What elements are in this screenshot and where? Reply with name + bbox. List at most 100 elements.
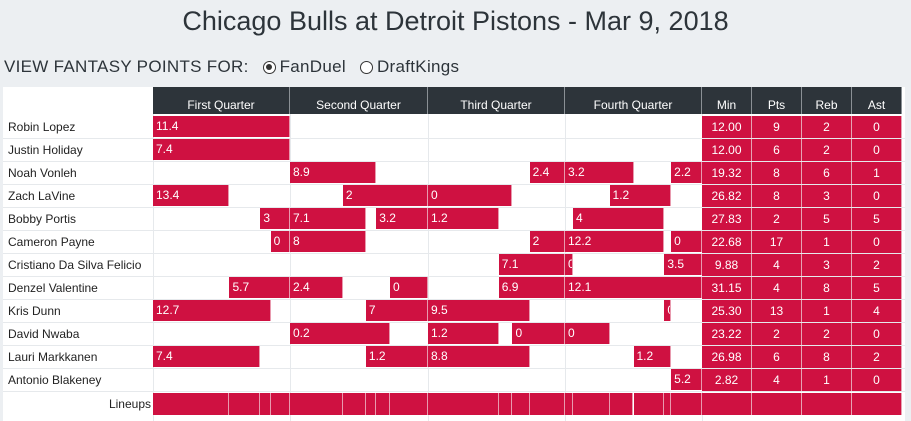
stat-cell: 1 [802,300,852,322]
stat-cell: 6 [752,139,802,161]
lineup-segment[interactable] [609,393,634,415]
player-name: David Nwaba [8,327,80,341]
stint-bar[interactable]: 1.2 [365,346,428,367]
stat-cell: 0 [852,139,902,161]
stint-bar[interactable]: 7.1 [290,208,366,229]
stint-bar[interactable]: 7.1 [498,254,565,275]
lineup-segment[interactable] [270,393,290,415]
stint-bar[interactable]: 12.2 [565,231,665,252]
lineup-segment[interactable] [342,393,366,415]
stat-header[interactable]: Reb [802,87,852,114]
stint-bar[interactable]: 3.5 [664,254,702,275]
radio-fanduel[interactable]: FanDuel [262,57,346,77]
stat-cell: 0 [852,369,902,391]
lineup-segment[interactable] [229,393,261,415]
stint-bar[interactable]: 3.2 [376,208,428,229]
stint-bar[interactable]: 0 [390,277,428,298]
stat-cell: 5 [802,208,852,230]
stint-bar[interactable]: 2 [529,231,565,252]
stat-cell: 2 [852,254,902,276]
stint-bar[interactable]: 2.2 [671,162,702,183]
player-name: Bobby Portis [8,212,77,226]
player-name: Cristiano Da Silva Felicio [8,258,142,272]
stint-bar[interactable]: 7 [365,300,428,321]
lineup-segment[interactable] [671,393,702,415]
stat-header[interactable]: Min [702,87,752,114]
lineup-segment[interactable] [428,393,499,415]
lineup-segment[interactable] [260,393,271,415]
lineup-segment[interactable] [664,393,672,415]
lineup-stat-cell [702,393,752,415]
stint-bar[interactable]: 1.2 [428,323,499,344]
row-divider [3,138,905,139]
stat-cell: 1 [802,231,852,253]
stint-bar[interactable]: 0.2 [290,323,391,344]
stat-cell: 6 [802,162,852,184]
radio-unselected-icon [359,60,373,74]
stat-cell: 12.00 [702,139,752,161]
stint-bar[interactable]: 5.2 [671,369,702,390]
stat-cell: 6 [752,346,802,368]
stint-bar[interactable]: 0 [565,254,573,275]
quarter-header: Third Quarter [428,87,565,114]
stint-bar[interactable]: 0 [671,231,702,252]
stint-bar[interactable]: 2.4 [529,162,565,183]
row-divider [3,276,905,277]
stint-bar[interactable]: 8 [290,231,366,252]
page-title: Chicago Bulls at Detroit Pistons - Mar 9… [182,6,729,36]
lineup-segment[interactable] [365,393,377,415]
stat-cell: 3 [802,185,852,207]
stat-cell: 1 [802,369,852,391]
stint-bar[interactable]: 2.4 [290,277,343,298]
stat-cell: 23.22 [702,323,752,345]
lineup-segment[interactable] [565,393,573,415]
lineup-segment[interactable] [529,393,565,415]
stat-cell: 5 [852,277,902,299]
stint-bar[interactable]: 1.2 [609,185,672,206]
stint-bar[interactable]: 11.4 [153,116,290,137]
player-name: Cameron Payne [8,235,95,249]
stint-bar[interactable]: 7.4 [153,346,261,367]
stint-bar[interactable]: 13.4 [153,185,230,206]
stint-bar[interactable]: 1.2 [428,208,499,229]
stat-header[interactable]: Pts [752,87,802,114]
stint-bar[interactable]: 3 [260,208,290,229]
stint-bar[interactable]: 9.5 [428,300,530,321]
stint-bar[interactable]: 0 [565,323,610,344]
stint-bar[interactable]: 8.8 [428,346,530,367]
lineup-segment[interactable] [498,393,513,415]
lineup-segment[interactable] [512,393,530,415]
stat-cell: 12.00 [702,116,752,138]
player-name: Antonio Blakeney [8,373,102,387]
stint-bar[interactable]: 0 [664,300,672,321]
stat-cell: 5 [852,208,902,230]
lineup-segment[interactable] [572,393,610,415]
stint-bar[interactable]: 0 [270,231,290,252]
stint-bar[interactable]: 6.9 [498,277,565,298]
stint-bar[interactable]: 1.2 [633,346,672,367]
stint-bar[interactable]: 3.2 [565,162,634,183]
lineup-segment[interactable] [390,393,428,415]
stint-bar[interactable]: 12.1 [565,277,702,298]
radio-draftkings[interactable]: DraftKings [359,57,459,77]
stat-cell: 22.68 [702,231,752,253]
stat-cell: 8 [802,277,852,299]
stint-bar[interactable]: 0 [512,323,565,344]
lineup-segment[interactable] [633,393,665,415]
lineup-segment[interactable] [376,393,391,415]
stat-cell: 2 [752,208,802,230]
stint-bar[interactable]: 5.7 [229,277,290,298]
stint-bar[interactable]: 2 [342,185,428,206]
row-divider [3,230,905,231]
stat-header[interactable]: Ast [852,87,902,114]
lineup-segment[interactable] [153,393,230,415]
column-divider [153,114,154,421]
stint-bar[interactable]: 12.7 [153,300,271,321]
stint-bar[interactable]: 4 [572,208,665,229]
stint-bar[interactable]: 0 [428,185,513,206]
lineup-segment[interactable] [290,393,343,415]
row-divider [3,161,905,162]
stint-bar[interactable]: 8.9 [290,162,377,183]
stint-bar[interactable]: 7.4 [153,139,290,160]
player-name: Lauri Markkanen [8,350,98,364]
